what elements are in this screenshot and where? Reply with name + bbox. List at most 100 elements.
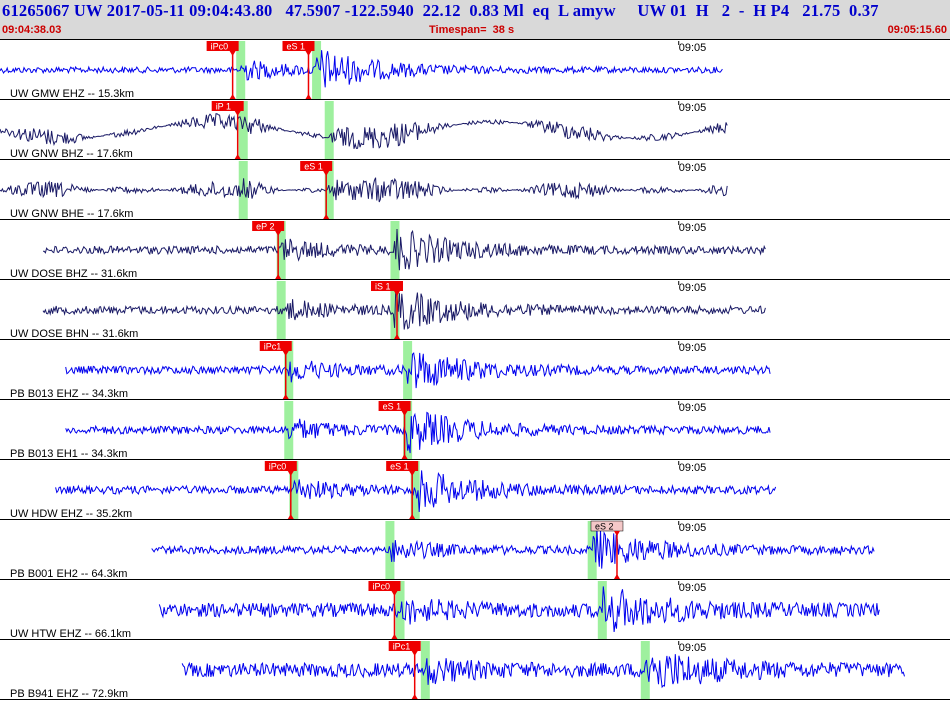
phase-pick-label: iPc1 bbox=[393, 642, 411, 652]
waveform-trace bbox=[65, 352, 771, 389]
phase-pick-label: eP 2 bbox=[256, 222, 274, 232]
waveform-trace bbox=[42, 287, 766, 330]
phase-pick-marker bbox=[264, 461, 297, 471]
pick-arrow-icon bbox=[229, 94, 236, 99]
pick-arrow-icon bbox=[391, 634, 398, 639]
trace-panel[interactable]: 09:05 iPc0 UW HTW EHZ -- 66.1km bbox=[0, 581, 950, 640]
phase-window-band bbox=[284, 401, 294, 459]
event-header: 61265067 UW 2017-05-11 09:04:43.80 47.59… bbox=[0, 0, 950, 40]
phase-pick-marker bbox=[590, 520, 624, 532]
trace-panel[interactable]: 09:05 iPc0 eS 1 UW GMW EHZ -- 15.3km bbox=[0, 41, 950, 100]
pick-arrow-icon bbox=[411, 651, 418, 656]
phase-pick-marker bbox=[206, 41, 239, 51]
station-channel-label: PB B013 EH1 -- 34.3km bbox=[10, 448, 127, 460]
seismogram-panel[interactable]: 09:05 iPc0 eS 1 UW GMW EHZ -- 15.3km 09:05 iP… bbox=[0, 40, 950, 700]
phase-pick-marker bbox=[388, 641, 421, 651]
phase-window-band bbox=[276, 221, 286, 279]
minute-label: 09:05 bbox=[679, 162, 707, 174]
pick-arrow-icon bbox=[234, 154, 241, 159]
pick-arrow-icon bbox=[287, 471, 294, 476]
station-channel-label: UW DOSE BHZ -- 31.6km bbox=[10, 268, 137, 280]
station-channel-label: PB B001 EH2 -- 64.3km bbox=[10, 568, 127, 580]
minute-label: 09:05 bbox=[679, 102, 707, 114]
trace-panel[interactable]: 09:05 iPc1 PB B013 EHZ -- 34.3km bbox=[0, 341, 950, 400]
phase-window-band bbox=[236, 41, 246, 99]
minute-label: 09:05 bbox=[679, 462, 707, 474]
phase-window-band bbox=[284, 341, 294, 399]
trace-panel[interactable]: 09:05 eS 1 PB B013 EH1 -- 34.3km bbox=[0, 401, 950, 460]
phase-pick-marker bbox=[370, 281, 403, 291]
minute-label: 09:05 bbox=[679, 522, 707, 534]
waveform-trace bbox=[0, 113, 728, 149]
phase-pick-label: eS 1 bbox=[286, 42, 305, 52]
station-channel-label: UW GNW BHZ -- 17.6km bbox=[10, 148, 133, 160]
phase-pick-marker bbox=[386, 461, 419, 471]
phase-pick-marker bbox=[368, 581, 401, 591]
waveform-trace bbox=[158, 586, 880, 633]
trace-panel[interactable]: 09:05 iS 1 UW DOSE BHN -- 31.6km bbox=[0, 281, 950, 340]
phase-pick-marker bbox=[282, 41, 315, 51]
waveform-trace bbox=[181, 654, 905, 689]
phase-pick-label: iPc0 bbox=[269, 462, 287, 472]
phase-pick-label: eS 2 bbox=[595, 522, 614, 532]
phase-pick-label: eS 1 bbox=[383, 402, 402, 412]
minute-label: 09:05 bbox=[679, 402, 707, 414]
phase-pick-label: eS 1 bbox=[304, 162, 323, 172]
phase-window-band bbox=[403, 401, 413, 459]
phase-window-band bbox=[289, 461, 299, 519]
pick-arrow-icon bbox=[409, 514, 416, 519]
station-channel-label: UW GMW EHZ -- 15.3km bbox=[10, 88, 134, 100]
waveform-trace bbox=[0, 177, 728, 203]
minute-label: 09:05 bbox=[679, 582, 707, 594]
waveform-trace bbox=[43, 228, 766, 271]
window-start-time: 09:04:38.03 bbox=[2, 24, 62, 36]
waveform-trace bbox=[151, 528, 875, 569]
pick-arrow-icon bbox=[305, 51, 312, 56]
seismogram-canvas[interactable]: 09:05 iPc0 eS 1 UW GMW EHZ -- 15.3km 09:05 iP… bbox=[0, 40, 950, 700]
minute-label: 09:05 bbox=[679, 42, 707, 54]
pick-arrow-icon bbox=[323, 171, 330, 176]
trace-panel[interactable]: 09:05 eS 1 UW GNW BHE -- 17.6km bbox=[0, 161, 950, 220]
pick-arrow-icon bbox=[275, 274, 282, 279]
station-channel-label: UW HDW EHZ -- 35.2km bbox=[10, 508, 132, 520]
phase-pick-marker bbox=[252, 221, 285, 231]
trace-panel[interactable]: 09:05 iPc1 PB B941 EHZ -- 72.9km bbox=[0, 641, 950, 700]
pick-arrow-icon bbox=[323, 214, 330, 219]
trace-panel[interactable]: 09:05 eS 2 PB B001 EH2 -- 64.3km bbox=[0, 520, 950, 580]
phase-window-band bbox=[395, 581, 405, 639]
phase-window-band bbox=[324, 101, 334, 159]
phase-pick-label: iP 1 bbox=[216, 102, 231, 112]
pick-arrow-icon bbox=[411, 694, 418, 699]
pick-arrow-icon bbox=[393, 291, 400, 296]
pick-arrow-icon bbox=[613, 574, 620, 579]
pick-arrow-icon bbox=[391, 591, 398, 596]
minute-label: 09:05 bbox=[679, 342, 707, 354]
minute-label: 09:05 bbox=[679, 222, 707, 234]
phase-pick-marker bbox=[378, 401, 411, 411]
phase-window-band bbox=[403, 341, 413, 399]
phase-pick-label: eS 1 bbox=[390, 462, 409, 472]
station-channel-label: UW DOSE BHN -- 31.6km bbox=[10, 328, 138, 340]
pick-arrow-icon bbox=[401, 411, 408, 416]
trace-panel[interactable]: 09:05 iP 1 UW GNW BHZ -- 17.6km bbox=[0, 101, 950, 160]
phase-pick-marker bbox=[211, 101, 244, 111]
trace-panel[interactable]: 09:05 iPc0 eS 1 UW HDW EHZ -- 35.2km bbox=[0, 461, 950, 520]
phase-window-band bbox=[238, 161, 248, 219]
pick-arrow-icon bbox=[393, 334, 400, 339]
phase-pick-marker bbox=[300, 161, 333, 171]
pick-arrow-icon bbox=[282, 394, 289, 399]
station-channel-label: PB B941 EHZ -- 72.9km bbox=[10, 688, 128, 700]
pick-arrow-icon bbox=[305, 94, 312, 99]
pick-arrow-icon bbox=[229, 51, 236, 56]
trace-panel[interactable]: 09:05 eP 2 UW DOSE BHZ -- 31.6km bbox=[0, 221, 950, 280]
phase-pick-label: iPc1 bbox=[264, 342, 282, 352]
waveform-trace bbox=[0, 50, 723, 88]
waveform-trace bbox=[55, 470, 777, 513]
minute-label: 09:05 bbox=[679, 642, 707, 654]
phase-pick-label: iS 1 bbox=[375, 282, 391, 292]
window-end-time: 09:05:15.60 bbox=[887, 24, 947, 36]
phase-pick-marker bbox=[259, 341, 292, 351]
pick-arrow-icon bbox=[234, 111, 241, 116]
minute-label: 09:05 bbox=[679, 282, 707, 294]
pick-arrow-icon bbox=[275, 231, 282, 236]
